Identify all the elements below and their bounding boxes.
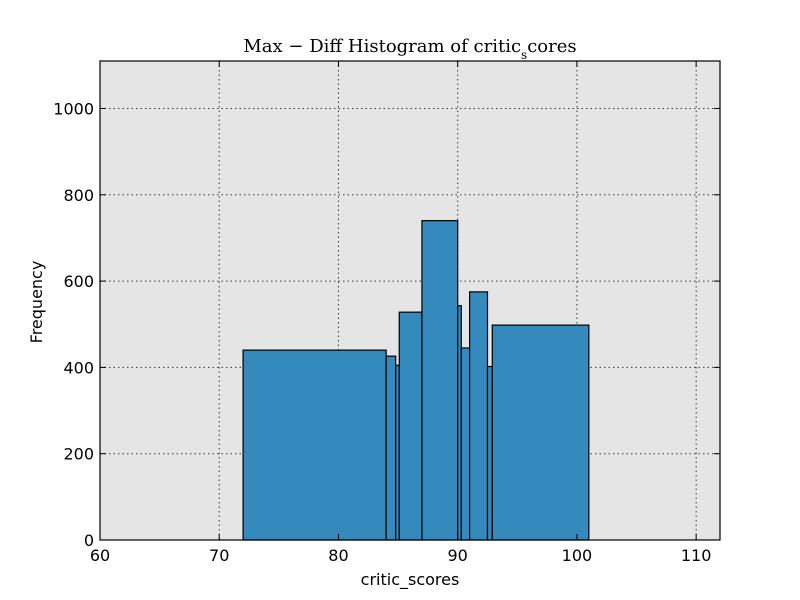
y-tick-label: 800: [63, 186, 94, 205]
y-tick-label: 0: [84, 531, 94, 550]
x-tick-label: 110: [681, 546, 712, 565]
y-tick-label: 600: [63, 272, 94, 291]
histogram-bar: [242, 349, 387, 541]
x-tick-label: 70: [209, 546, 229, 565]
x-tick-label: 90: [448, 546, 468, 565]
chart-title-suffix: cores: [527, 36, 576, 57]
y-tick-label: 400: [63, 358, 94, 377]
chart-title-subscript: s: [521, 48, 527, 62]
histogram-bar: [398, 311, 423, 541]
histogram-bar: [469, 291, 489, 541]
ticks-layer: 60 70 80 90 100 110 0 200 400 600 800 1000: [53, 61, 720, 565]
histogram-bar: [460, 347, 471, 541]
x-tick-label: 100: [562, 546, 593, 565]
x-tick-label: 80: [328, 546, 348, 565]
y-axis-label: Frequency: [27, 261, 46, 344]
chart-title-main: Max − Diff Histogram of critic: [243, 36, 521, 57]
y-tick-label: 1000: [53, 99, 94, 118]
histogram-bar: [486, 365, 493, 541]
chart-title: Max − Diff Histogram of criticscores: [243, 36, 576, 62]
y-tick-label: 200: [63, 445, 94, 464]
histogram-bar: [385, 355, 397, 541]
histogram-bar: [421, 220, 459, 541]
histogram-bar: [491, 324, 590, 541]
plot-frame: [99, 60, 721, 541]
x-axis-label: critic_scores: [361, 570, 460, 590]
x-tick-label: 60: [90, 546, 110, 565]
